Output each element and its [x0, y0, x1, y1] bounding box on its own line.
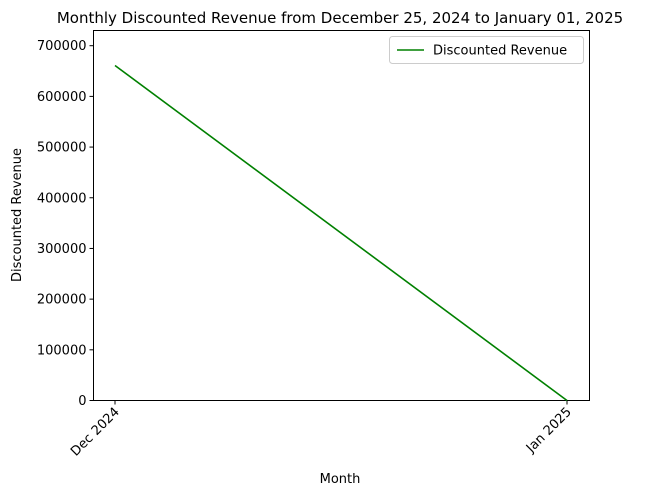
x-tick-label: Dec 2024 — [68, 405, 123, 460]
x-tick-label: Jan 2025 — [523, 405, 575, 457]
legend: Discounted Revenue — [389, 36, 584, 64]
x-axis: Dec 2024 Jan 2025 — [68, 400, 575, 460]
y-tick-label: 100000 — [37, 343, 87, 358]
series-line — [114, 64, 568, 402]
y-axis: 0 100000 200000 300000 400000 500000 600000 700… — [37, 39, 94, 409]
y-tick-label: 300000 — [37, 242, 87, 257]
y-tick-label: 200000 — [37, 293, 87, 308]
legend-box — [389, 36, 584, 64]
plot-area-frame — [93, 30, 590, 401]
y-tick-label: 0 — [78, 394, 86, 409]
series-layer — [114, 64, 568, 402]
legend-label: Discounted Revenue — [433, 44, 567, 59]
y-tick-label: 500000 — [37, 141, 87, 156]
chart-title: Monthly Discounted Revenue from December… — [57, 9, 623, 27]
y-tick-label: 700000 — [37, 39, 87, 54]
y-tick-label: 600000 — [37, 90, 87, 105]
y-axis-label: Discounted Revenue — [10, 148, 25, 282]
x-axis-label: Month — [320, 472, 361, 487]
y-tick-label: 400000 — [37, 191, 87, 206]
